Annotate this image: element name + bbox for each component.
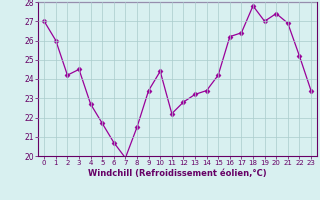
X-axis label: Windchill (Refroidissement éolien,°C): Windchill (Refroidissement éolien,°C) xyxy=(88,169,267,178)
